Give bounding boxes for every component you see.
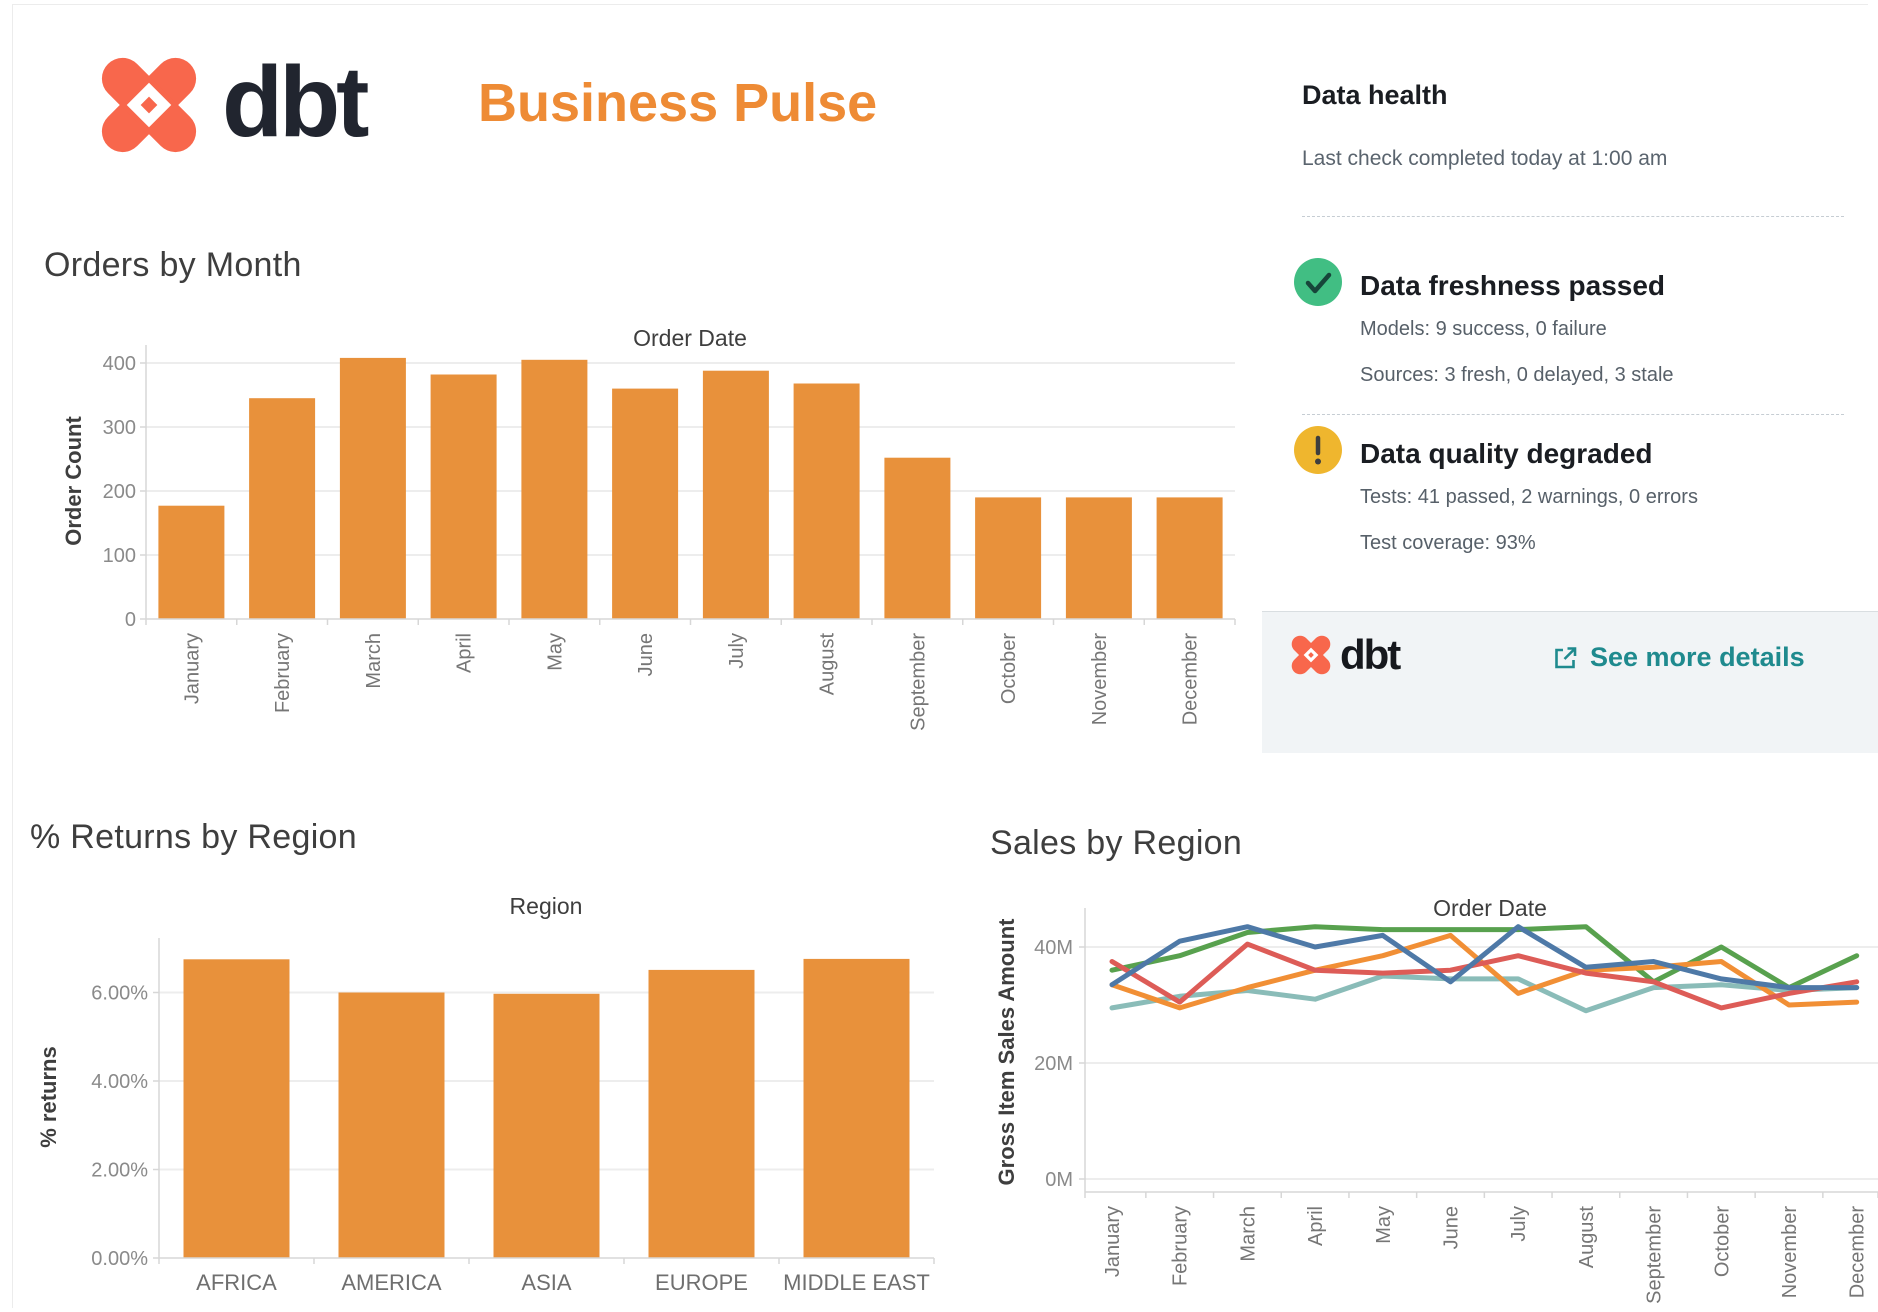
x-category-label: July [726, 633, 748, 669]
bar-August [793, 383, 860, 619]
bar-November [1065, 497, 1132, 619]
quality-tests-line: Tests: 41 passed, 2 warnings, 0 errors [1360, 486, 1698, 508]
x-category-label: September [1644, 1206, 1666, 1304]
x-axis-title: Order Date [1433, 895, 1547, 921]
y-tick-label: 0M [1045, 1169, 1073, 1191]
bar-ASIA [493, 993, 600, 1258]
x-category-label: March [1237, 1206, 1259, 1262]
line-series-blue [1109, 924, 1860, 991]
x-category-label: AFRICA [196, 1270, 277, 1295]
external-link-icon [1550, 643, 1580, 673]
x-category-label: November [1779, 1206, 1801, 1299]
x-category-label: July [1508, 1206, 1530, 1242]
y-tick-label: 300 [103, 417, 136, 439]
x-category-label: February [1170, 1206, 1192, 1286]
dbt-logo-icon [1286, 630, 1336, 680]
x-category-label: February [272, 633, 294, 713]
y-tick-label: 2.00% [91, 1160, 148, 1182]
orders-by-month-chart: 0 100 200 300 400 January February March April Ma… [61, 325, 1236, 731]
dbt-logo-icon [88, 44, 210, 166]
x-category-label: June [635, 633, 657, 676]
y-axis-title: Order Count [61, 416, 86, 546]
y-tick-label: 0 [125, 609, 136, 631]
dbt-wordmark: dbt [222, 46, 369, 158]
y-axis-title: Gross Item Sales Amount [994, 918, 1019, 1186]
check-icon [1294, 258, 1342, 306]
y-tick-label: 400 [103, 353, 136, 375]
y-tick-label: 20M [1034, 1053, 1073, 1075]
y-tick-label: 40M [1034, 937, 1073, 959]
x-category-label: October [1711, 1206, 1733, 1277]
sales-by-region-chart: 0M 20M 40M January February March April May June… [994, 895, 1878, 1304]
line-series-red [1109, 941, 1860, 1011]
x-category-label: May [1373, 1206, 1395, 1244]
bar-September [884, 457, 951, 619]
returns-by-region-title: % Returns by Region [30, 818, 357, 856]
x-category-label: January [181, 633, 203, 704]
x-axis-title: Order Date [633, 325, 747, 351]
bar-AMERICA [338, 992, 445, 1258]
x-category-label: November [1089, 633, 1111, 726]
orders-by-month-title: Orders by Month [44, 246, 302, 284]
x-category-label: December [1847, 1206, 1869, 1299]
x-category-label: April [1305, 1206, 1327, 1246]
dbt-footer-wordmark: dbt [1340, 631, 1401, 678]
see-more-details-label: See more details [1590, 642, 1805, 672]
y-tick-label: 200 [103, 481, 136, 503]
x-category-label: December [1180, 633, 1202, 726]
x-category-label: AMERICA [341, 1270, 442, 1295]
bar-March [339, 357, 406, 619]
bar-June [612, 388, 679, 619]
data-health-panel: Data health Last check completed today a… [1262, 0, 1878, 760]
x-category-label: March [363, 633, 385, 689]
bar-February [249, 398, 316, 619]
freshness-status-title: Data freshness passed [1360, 270, 1666, 301]
x-category-label: August [817, 633, 839, 696]
bar-January [158, 505, 225, 619]
y-axis-title: % returns [36, 1046, 61, 1147]
warning-icon [1294, 426, 1342, 474]
x-category-label: January [1102, 1206, 1124, 1277]
x-category-label: EUROPE [655, 1270, 748, 1295]
freshness-models-line: Models: 9 success, 0 failure [1360, 318, 1607, 340]
bar-May [521, 359, 588, 619]
data-health-subtitle: Last check completed today at 1:00 am [1302, 147, 1668, 170]
y-tick-label: 6.00% [91, 983, 148, 1005]
quality-coverage-line: Test coverage: 93% [1360, 532, 1536, 554]
top-edge-divider [12, 4, 1868, 5]
x-category-label: MIDDLE EAST [783, 1270, 930, 1295]
dashed-divider [1302, 414, 1844, 415]
returns-by-region-chart: 0.00% 2.00% 4.00% 6.00% AFRICA AMERICA ASIA EUR… [36, 893, 935, 1295]
y-tick-label: 0.00% [91, 1248, 148, 1270]
bar-October [975, 497, 1042, 619]
y-tick-label: 4.00% [91, 1071, 148, 1093]
sales-by-region-title: Sales by Region [990, 824, 1243, 862]
bar-EUROPE [648, 969, 755, 1258]
left-edge-divider [12, 4, 13, 1308]
x-category-label: May [544, 633, 566, 671]
line-series-green [1109, 924, 1860, 991]
data-health-title: Data health [1302, 80, 1448, 110]
bar-July [702, 370, 769, 619]
x-category-label: June [1441, 1206, 1463, 1249]
x-category-label: September [907, 633, 929, 731]
x-category-label: August [1576, 1206, 1598, 1269]
x-axis-title: Region [510, 893, 583, 919]
dashed-divider [1302, 216, 1844, 217]
bar-April [430, 374, 497, 619]
y-tick-label: 100 [103, 545, 136, 567]
x-category-label: ASIA [521, 1270, 571, 1295]
bar-AFRICA [183, 959, 290, 1258]
data-health-footer: dbt See more details [1262, 611, 1878, 753]
x-category-label: October [998, 633, 1020, 704]
x-category-label: April [454, 633, 476, 673]
see-more-details-link[interactable]: See more details [1550, 642, 1805, 673]
quality-status-title: Data quality degraded [1360, 438, 1653, 469]
page-title: Business Pulse [478, 73, 878, 133]
bar-MIDDLE EAST [803, 958, 910, 1258]
freshness-sources-line: Sources: 3 fresh, 0 delayed, 3 stale [1360, 364, 1674, 386]
bar-December [1156, 497, 1223, 619]
